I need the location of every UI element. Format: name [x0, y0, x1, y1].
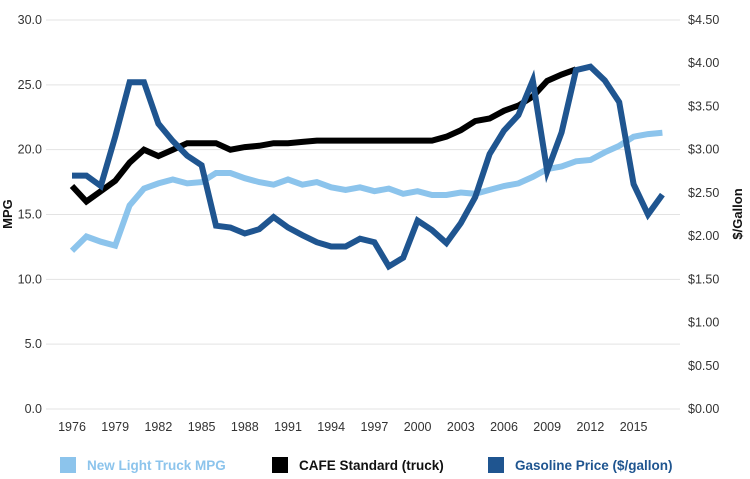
legend-label: CAFE Standard (truck) — [299, 458, 444, 473]
legend-swatch — [488, 457, 504, 473]
y2-axis-label: $/Gallon — [730, 188, 745, 239]
y-tick-label: 20.0 — [18, 143, 42, 157]
y2-tick-label: $1.50 — [688, 272, 719, 286]
x-tick-label: 1979 — [101, 420, 129, 434]
y-tick-label: 0.0 — [25, 402, 42, 416]
legend-label: Gasoline Price ($/gallon) — [515, 458, 673, 473]
y2-tick-label: $3.50 — [688, 99, 719, 113]
y2-tick-label: $2.50 — [688, 186, 719, 200]
y2-tick-label: $4.00 — [688, 56, 719, 70]
y-axis-right: $0.00 $0.50 $1.00 $1.50 $2.00 $2.50 $3.00 $3.50… — [688, 13, 719, 416]
y-tick-label: 10.0 — [18, 272, 42, 286]
x-tick-label: 1985 — [188, 420, 216, 434]
x-tick-label: 1994 — [317, 420, 345, 434]
y2-tick-label: $1.00 — [688, 316, 719, 330]
series-lines — [69, 63, 665, 271]
x-tick-label: 1991 — [274, 420, 302, 434]
x-tick-label: 1997 — [360, 420, 388, 434]
gridlines — [46, 19, 680, 410]
y-tick-label: 15.0 — [18, 208, 42, 222]
y2-tick-label: $4.50 — [688, 13, 719, 27]
y2-tick-label: $2.00 — [688, 229, 719, 243]
x-tick-label: 2015 — [620, 420, 648, 434]
y2-tick-label: $3.00 — [688, 143, 719, 157]
x-tick-label: 1976 — [58, 420, 86, 434]
x-tick-label: 2012 — [576, 420, 604, 434]
y-tick-label: 25.0 — [18, 78, 42, 92]
series-line-0 — [69, 129, 663, 253]
x-axis: 1976 1979 1982 1985 1988 1991 1994 1997 2000 2003… — [58, 420, 647, 434]
y-axis-label: MPG — [0, 199, 15, 229]
legend-label: New Light Truck MPG — [87, 458, 226, 473]
y-tick-label: 5.0 — [25, 337, 42, 351]
y2-tick-label: $0.50 — [688, 359, 719, 373]
y-tick-label: 30.0 — [18, 13, 42, 27]
x-tick-label: 2006 — [490, 420, 518, 434]
x-tick-label: 2009 — [533, 420, 561, 434]
legend: New Light Truck MPG CAFE Standard (truck)… — [60, 457, 673, 473]
y-axis-left: 0.0 5.0 10.0 15.0 20.0 25.0 30.0 — [18, 13, 42, 416]
series-line-1 — [69, 66, 578, 206]
x-tick-label: 1988 — [231, 420, 259, 434]
y2-tick-label: $0.00 — [688, 402, 719, 416]
x-tick-label: 1982 — [144, 420, 172, 434]
x-tick-label: 2003 — [447, 420, 475, 434]
series-line-2 — [72, 63, 665, 271]
legend-swatch — [272, 457, 288, 473]
legend-swatch — [60, 457, 76, 473]
x-tick-label: 2000 — [404, 420, 432, 434]
